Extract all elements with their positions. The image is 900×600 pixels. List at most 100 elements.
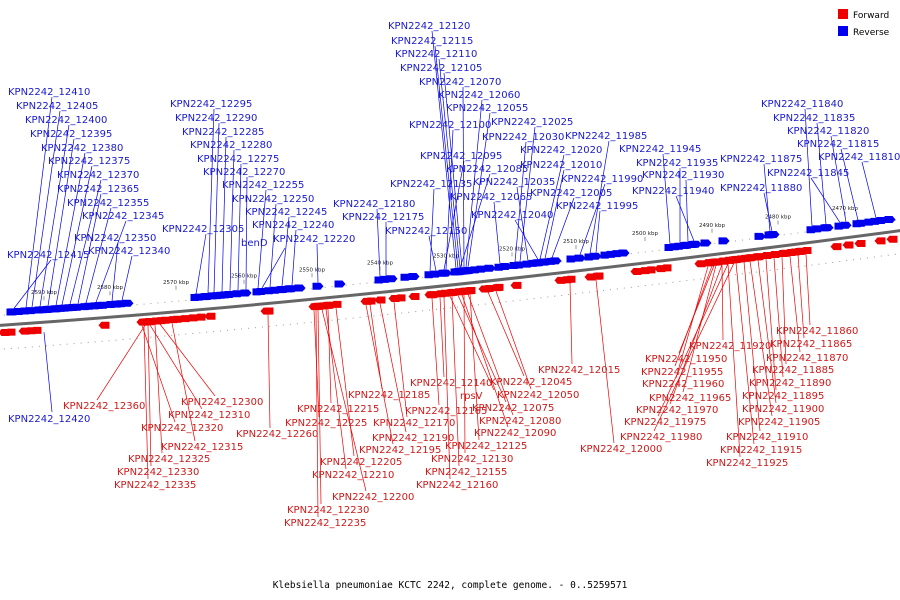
forward-gene-label: KPN2242_12205 bbox=[320, 457, 402, 468]
leader-line bbox=[55, 152, 86, 306]
leader-line bbox=[653, 262, 735, 432]
leader-line bbox=[438, 58, 461, 269]
reverse-gene bbox=[294, 284, 306, 292]
forward-gene bbox=[262, 307, 274, 315]
forward-gene-label: KPN2242_12155 bbox=[425, 467, 507, 478]
leader-line bbox=[469, 293, 480, 441]
forward-gene-label: KPN2242_12300 bbox=[181, 397, 263, 408]
leader-line bbox=[789, 255, 801, 353]
leader-line bbox=[365, 304, 394, 445]
leader-line bbox=[434, 45, 459, 269]
reverse-gene-label: KPN2242_11880 bbox=[720, 183, 802, 194]
reverse-gene-label: KPN2242_12305 bbox=[162, 224, 244, 235]
leader-line bbox=[514, 141, 527, 263]
forward-gene-label: KPN2242_11890 bbox=[749, 378, 831, 389]
reverse-gene bbox=[546, 257, 558, 265]
leader-line bbox=[281, 216, 290, 287]
leader-line bbox=[595, 210, 601, 253]
forward-gene-label: KPN2242_12075 bbox=[472, 403, 554, 414]
forward-gene-label: KPN2242_11955 bbox=[641, 367, 723, 378]
reverse-gene-label: KPN2242_12110 bbox=[395, 49, 477, 60]
forward-gene-label: KPN2242_11925 bbox=[706, 458, 788, 469]
forward-gene-label: KPN2242_11915 bbox=[720, 445, 802, 456]
forward-gene-label: KPN2242_12325 bbox=[128, 454, 210, 465]
reverse-gene-label: KPN2242_12035 bbox=[473, 177, 555, 188]
legend-reverse-swatch bbox=[838, 26, 848, 36]
leader-line bbox=[229, 149, 235, 292]
reverse-gene-label: KPN2242_12120 bbox=[388, 21, 470, 32]
reverse-gene bbox=[754, 232, 766, 240]
genome-axis-dotted-lower bbox=[0, 253, 900, 350]
leader-line bbox=[810, 177, 841, 223]
leader-line bbox=[317, 309, 322, 505]
leader-line bbox=[369, 304, 383, 390]
reverse-gene bbox=[256, 288, 268, 296]
leader-line bbox=[487, 291, 525, 377]
forward-gene bbox=[510, 281, 522, 289]
tick-label: 2480 kbp bbox=[765, 215, 791, 221]
tick-label: 2470 kbp bbox=[832, 206, 858, 212]
reverse-gene bbox=[766, 231, 778, 239]
forward-gene bbox=[482, 285, 494, 293]
reverse-gene-label: KPN2242_12350 bbox=[74, 233, 156, 244]
forward-gene bbox=[310, 302, 322, 310]
reverse-gene-label: KPN2242_12005 bbox=[530, 188, 612, 199]
forward-gene-label: KPN2242_11885 bbox=[752, 365, 834, 376]
forward-gene bbox=[426, 291, 438, 299]
reverse-gene bbox=[718, 237, 730, 245]
reverse-gene-label: KPN2242_12410 bbox=[8, 87, 90, 98]
reverse-gene-label: KPN2242_11990 bbox=[561, 174, 643, 185]
forward-gene-label: KPN2242_12050 bbox=[497, 390, 579, 401]
forward-gene bbox=[630, 268, 642, 276]
forward-gene bbox=[886, 235, 898, 243]
tick-label: 2520 kbp bbox=[499, 246, 525, 252]
reverse-gene-label: KPN2242_12275 bbox=[197, 154, 279, 165]
leader-lines bbox=[13, 30, 877, 518]
leader-line bbox=[467, 294, 514, 416]
reverse-gene-label: KPN2242_11875 bbox=[720, 154, 802, 165]
leader-line bbox=[743, 261, 761, 432]
reverse-gene-label: KPN2242_11995 bbox=[556, 201, 638, 212]
leader-line bbox=[316, 243, 319, 283]
forward-gene-label: KPN2242_12080 bbox=[479, 416, 561, 427]
reverse-gene bbox=[664, 243, 676, 251]
forward-gene bbox=[438, 289, 450, 297]
gene-layer bbox=[0, 215, 898, 337]
forward-gene-label: KPN2242_12160 bbox=[416, 480, 498, 491]
leader-line bbox=[121, 255, 133, 301]
forward-gene bbox=[186, 314, 198, 322]
leader-line bbox=[439, 297, 445, 378]
leader-line bbox=[495, 291, 532, 390]
reverse-gene-label: KPN2242_12065 bbox=[450, 192, 532, 203]
leader-line bbox=[429, 188, 435, 272]
leader-line bbox=[379, 303, 407, 433]
reverse-gene-label: KPN2242_12100 bbox=[409, 120, 491, 131]
leader-line bbox=[321, 309, 367, 492]
forward-gene bbox=[138, 318, 150, 326]
forward-gene bbox=[722, 256, 734, 264]
forward-gene bbox=[98, 321, 110, 329]
reverse-gene bbox=[618, 249, 630, 257]
leader-line bbox=[207, 108, 215, 293]
forward-gene bbox=[660, 264, 672, 272]
leader-line bbox=[657, 263, 729, 417]
leader-line bbox=[749, 261, 773, 417]
forward-gene bbox=[166, 316, 178, 324]
tick-label: 2490 kbp bbox=[699, 223, 725, 229]
reverse-gene-label: KPN2242_12395 bbox=[30, 129, 112, 140]
reverse-gene-label: KPN2242_12115 bbox=[391, 36, 473, 47]
tick-label: 2540 kbp bbox=[367, 260, 393, 266]
leader-line bbox=[431, 298, 440, 406]
leader-line bbox=[61, 165, 93, 305]
tick-label: 2580 kbp bbox=[97, 285, 123, 291]
reverse-gene bbox=[884, 215, 896, 223]
reverse-gene-label: KPN2242_11835 bbox=[773, 113, 855, 124]
leader-line bbox=[221, 136, 227, 292]
forward-gene-label: KPN2242_11905 bbox=[738, 417, 820, 428]
reverse-gene bbox=[38, 306, 50, 314]
forward-gene bbox=[874, 237, 886, 245]
reverse-gene-label: KPN2242_12340 bbox=[88, 246, 170, 257]
forward-gene-label: KPN2242_12165 bbox=[405, 406, 487, 417]
leader-line bbox=[797, 254, 805, 339]
